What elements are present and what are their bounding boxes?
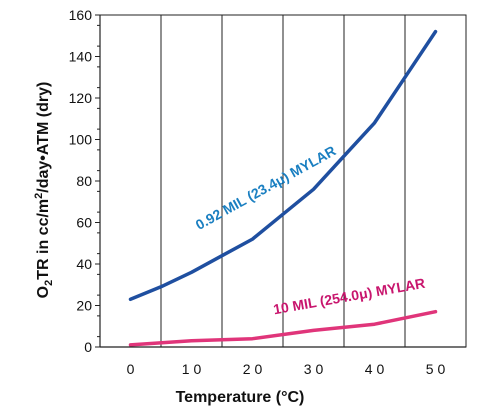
x-tick-label: 3 0	[304, 361, 324, 377]
x-tick-labels: 0 1 0 2 0 3 0 4 0 5 0	[127, 361, 446, 377]
y-tick-label: 80	[76, 173, 92, 189]
x-tick-label: 5 0	[426, 361, 446, 377]
y-tick-labels: 0 20 40 60 80 100 120 140 160	[69, 7, 93, 355]
x-tick-label: 4 0	[365, 361, 385, 377]
y-tick-label: 60	[76, 215, 92, 231]
y-tick-label: 120	[69, 90, 93, 106]
y-axis-title-rest: TR in cc/m	[35, 199, 52, 280]
x-tick-label: 0	[127, 361, 135, 377]
y-tick-label: 160	[69, 7, 93, 23]
y-axis-title-sup: 2	[33, 193, 45, 199]
grid-lines	[160, 15, 406, 347]
x-axis-title: Temperature (°C)	[176, 389, 305, 406]
y-axis-title-tail: /day•ATM (dry)	[35, 82, 52, 193]
y-tick-label: 40	[76, 256, 92, 272]
x-tick-label: 2 0	[243, 361, 263, 377]
series-line-1	[128, 29, 438, 302]
x-tick-label: 1 0	[182, 361, 202, 377]
series-line-2	[128, 309, 438, 347]
y-axis-title-sub: 2	[43, 280, 55, 286]
y-tick-label: 100	[69, 132, 93, 148]
y-tick-label: 140	[69, 49, 93, 65]
axes	[95, 14, 466, 348]
y-axis-title: O2TR in cc/m2/day•ATM (dry)	[33, 82, 55, 299]
y-tick-label: 20	[76, 298, 92, 314]
series-lines	[128, 29, 438, 347]
y-axis-title-main: O	[35, 286, 52, 298]
y-tick-label: 0	[84, 339, 92, 355]
